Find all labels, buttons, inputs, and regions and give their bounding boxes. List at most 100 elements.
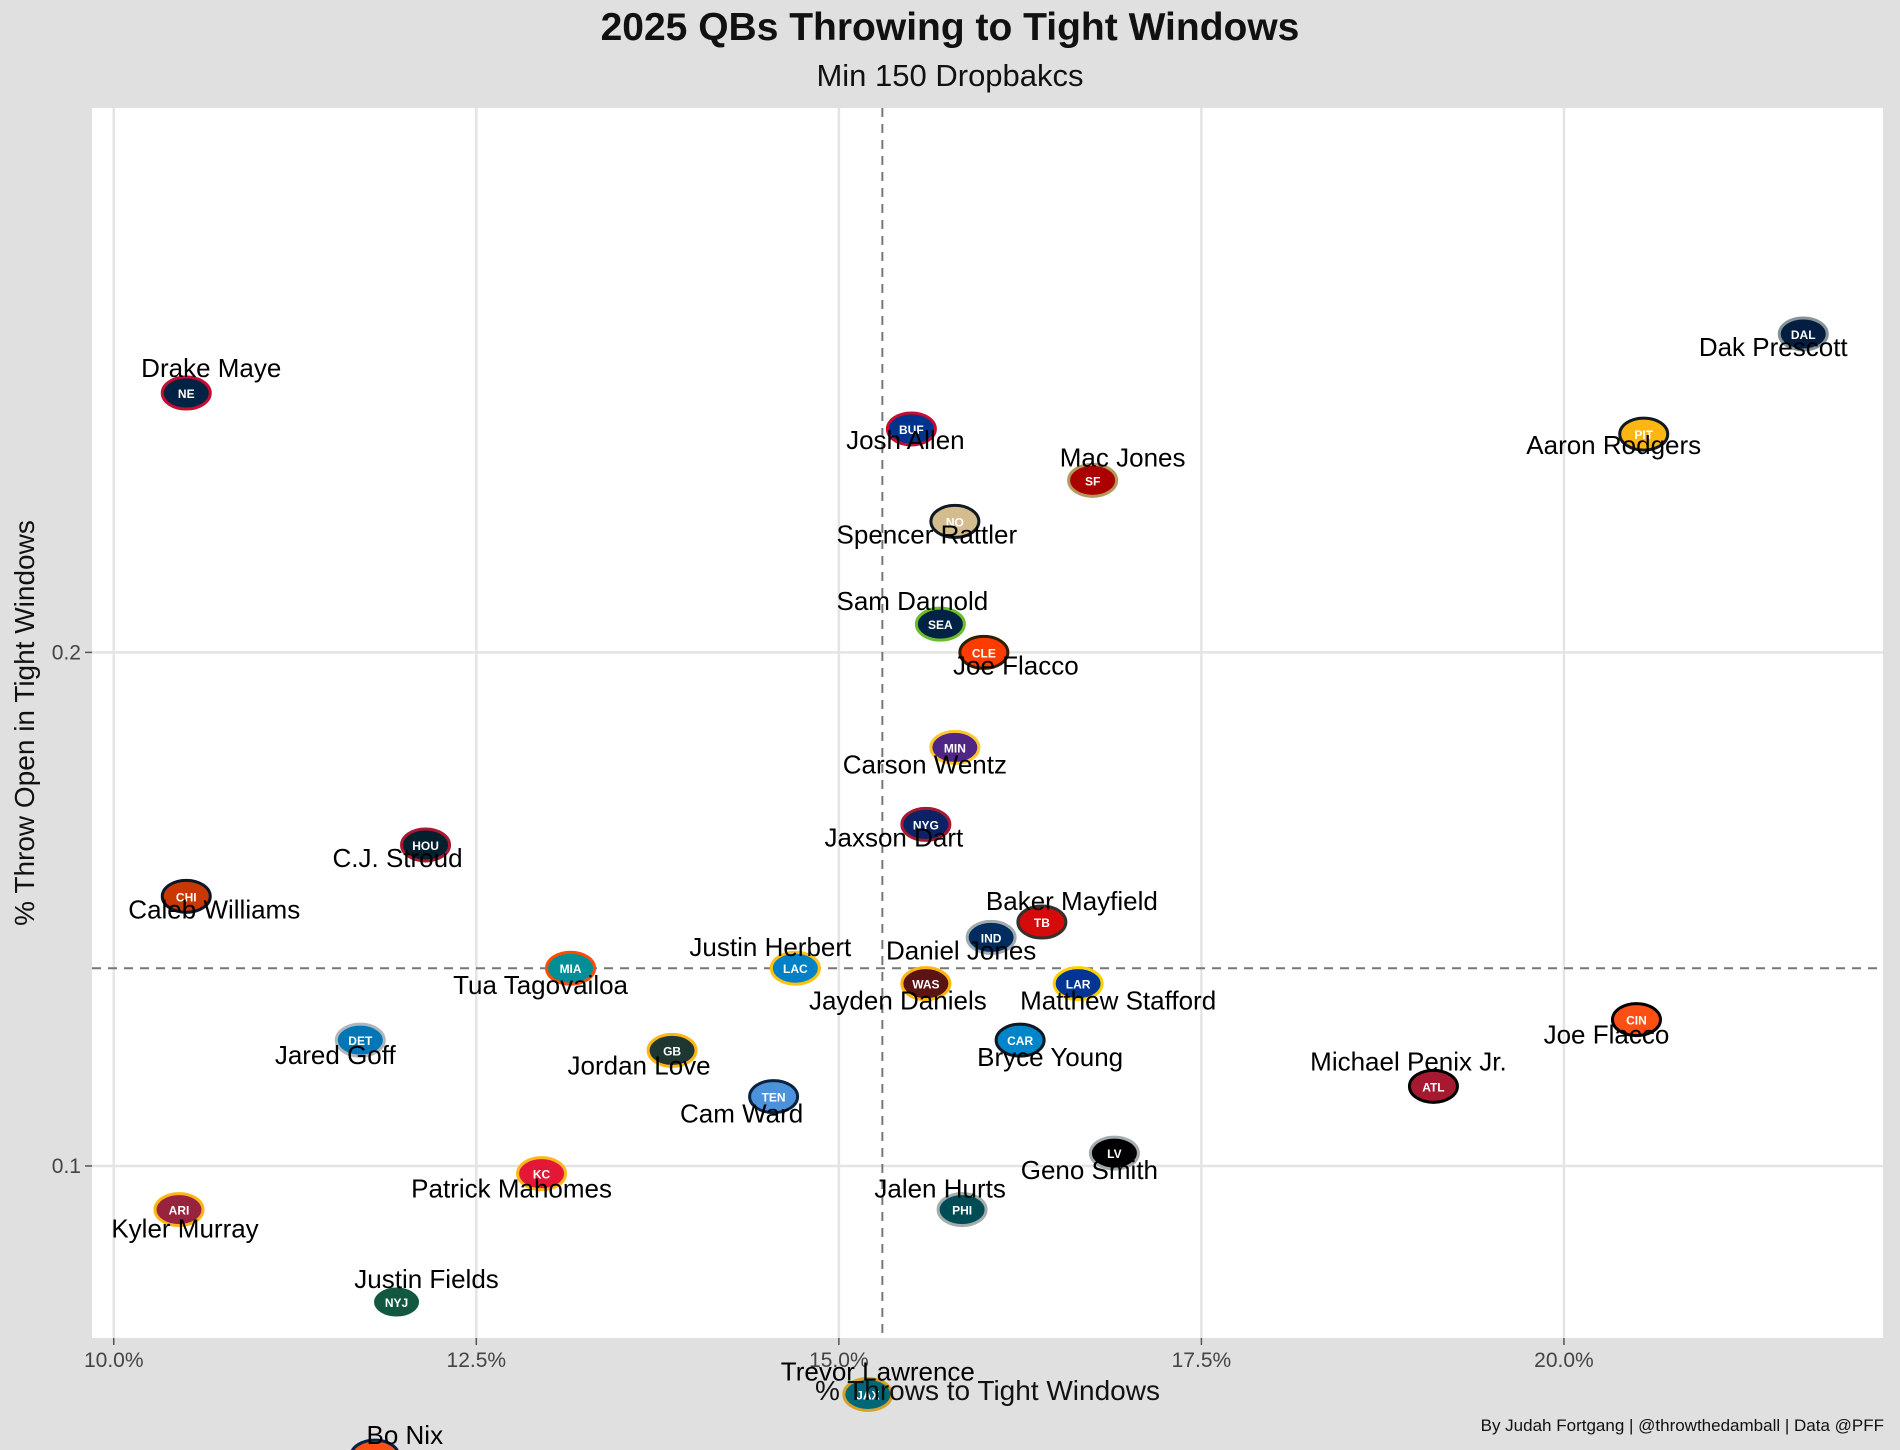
point-label: Justin Fields [354, 1264, 499, 1294]
point-logo-min: MIN [929, 729, 981, 765]
point-logo-sea: SEA [914, 606, 966, 642]
point-logo-cin: CIN [1610, 1002, 1662, 1038]
point-label: Spencer Rattler [837, 519, 1018, 549]
chart-subtitle: Min 150 Dropbakcs [816, 58, 1084, 93]
y-axis-title: % Throw Open in Tight Windows [9, 520, 40, 926]
x-axis-title: % Throws to Tight Windows [815, 1375, 1160, 1406]
point-logo-lar: LAR [1052, 966, 1104, 1002]
point-label: Matthew Stafford [1020, 986, 1216, 1016]
point-label: C.J. Stroud [333, 843, 463, 873]
point-team: LAC [783, 962, 808, 976]
point-label: Justin Herbert [689, 932, 852, 962]
point-label: Jaxson Dart [824, 822, 963, 852]
point-label: Carson Wentz [843, 749, 1007, 779]
point-label: Joe Flacco [953, 650, 1079, 680]
point-label: Jordan Love [568, 1050, 711, 1080]
point-label: Trevor Lawrence [781, 1356, 975, 1386]
y-axis: 0.1 0.2 [52, 641, 92, 1178]
point-label: Drake Maye [141, 353, 281, 383]
point-team: CHI [176, 890, 197, 904]
point-label: Jalen Hurts [874, 1174, 1006, 1204]
point-team: KC [533, 1168, 551, 1182]
point-logo-den: DEN [350, 1438, 399, 1450]
point-team: TB [1034, 916, 1050, 930]
point-logo-pit: PIT [1618, 416, 1670, 452]
point-label: Josh Allen [846, 425, 965, 455]
point-logo-nyg: NYG [900, 806, 952, 842]
point-label: Baker Mayfield [986, 886, 1158, 916]
point-team: PHI [952, 1204, 972, 1218]
point-logo-ne: NE [160, 375, 212, 411]
point-logo-ari: ARI [153, 1192, 205, 1228]
point-team: LV [1107, 1147, 1121, 1161]
point-team: CAR [1007, 1034, 1033, 1048]
x-tick-label: 17.5% [1172, 1349, 1232, 1372]
point-label: Sam Darnold [837, 586, 989, 616]
point-team: DAL [1791, 328, 1816, 342]
mean-lines [92, 108, 1883, 1338]
y-tick-label: 0.2 [52, 641, 81, 664]
point-logo-mia: MIA [545, 950, 597, 986]
point-logo-tb: TB [1016, 904, 1068, 940]
point-logo-no: NO [929, 503, 981, 539]
point-logo-jax: JAX [842, 1376, 894, 1412]
point-logo-nyj: NYJ [371, 1284, 423, 1320]
point-logo-phi: PHI [936, 1192, 988, 1228]
point-team: BUF [899, 423, 924, 437]
chart-caption: By Judah Fortgang | @throwthedamball | D… [1480, 1416, 1884, 1435]
point-team: GB [663, 1044, 681, 1058]
point-team: IND [981, 931, 1002, 945]
point-logo-atl: ATL [1407, 1068, 1459, 1104]
point-logo-hou: HOU [400, 827, 452, 863]
point-label: Michael Penix Jr. [1310, 1046, 1507, 1076]
point-label: Daniel Jones [886, 935, 1036, 965]
point-logo-det: DET [334, 1022, 386, 1058]
point-label: Jared Goff [275, 1040, 397, 1070]
point-team: ARI [169, 1204, 190, 1218]
point-logo-ten: TEN [748, 1079, 800, 1115]
point-label: Dak Prescott [1699, 332, 1849, 362]
point-labels: Drake Maye Dak Prescott Josh Allen Aaron Ro… [111, 332, 1848, 1450]
point-team: JAX [856, 1388, 879, 1402]
plot-panel [92, 108, 1883, 1338]
point-label: Jayden Daniels [809, 986, 987, 1016]
point-team: HOU [412, 839, 439, 853]
y-tick-label: 0.1 [52, 1155, 81, 1178]
point-team: SEA [928, 618, 953, 632]
data-points: NE DAL BUF PIT SF NO SEA CLE MIN NYG HOU CHI TB IND LA… [153, 316, 1829, 1450]
point-team: CLE [972, 646, 996, 660]
x-tick-label: 12.5% [447, 1349, 507, 1372]
point-team: MIA [560, 962, 582, 976]
point-logo-car: CAR [994, 1022, 1046, 1058]
point-label: Mac Jones [1060, 442, 1186, 472]
point-logo-was: WAS [900, 966, 952, 1002]
point-team: WAS [912, 978, 939, 992]
point-team: ATL [1422, 1080, 1444, 1094]
point-label: Aaron Rodgers [1526, 430, 1701, 460]
chart-title: 2025 QBs Throwing to Tight Windows [600, 6, 1300, 49]
point-logo-sf: SF [1067, 462, 1119, 498]
point-logo-lv: LV [1088, 1135, 1140, 1171]
point-label: Caleb Williams [128, 894, 300, 924]
x-axis: 10.0% 12.5% 15.0% 17.5% 20.0% [84, 1338, 1594, 1372]
point-logo-chi: CHI [160, 878, 212, 914]
point-label: Joe Flacco [1544, 1020, 1670, 1050]
point-team: PIT [1634, 428, 1653, 442]
point-team: NO [946, 515, 964, 529]
point-team: LAR [1066, 978, 1091, 992]
point-team: CIN [1626, 1014, 1647, 1028]
point-logo-dal: DAL [1777, 316, 1829, 352]
x-tick-label: 15.0% [809, 1349, 869, 1372]
point-label: Geno Smith [1021, 1155, 1158, 1185]
point-logo-cle: CLE [958, 634, 1010, 670]
point-label: Kyler Murray [111, 1214, 258, 1244]
point-team: NYJ [385, 1296, 408, 1310]
point-label: Bryce Young [977, 1042, 1123, 1072]
point-label: Patrick Mahomes [411, 1174, 612, 1204]
x-tick-label: 20.0% [1534, 1349, 1594, 1372]
point-logo-buf: BUF [885, 411, 937, 447]
point-team: SF [1085, 474, 1100, 488]
point-logo-gb: GB [646, 1032, 698, 1068]
point-team: NE [178, 387, 195, 401]
